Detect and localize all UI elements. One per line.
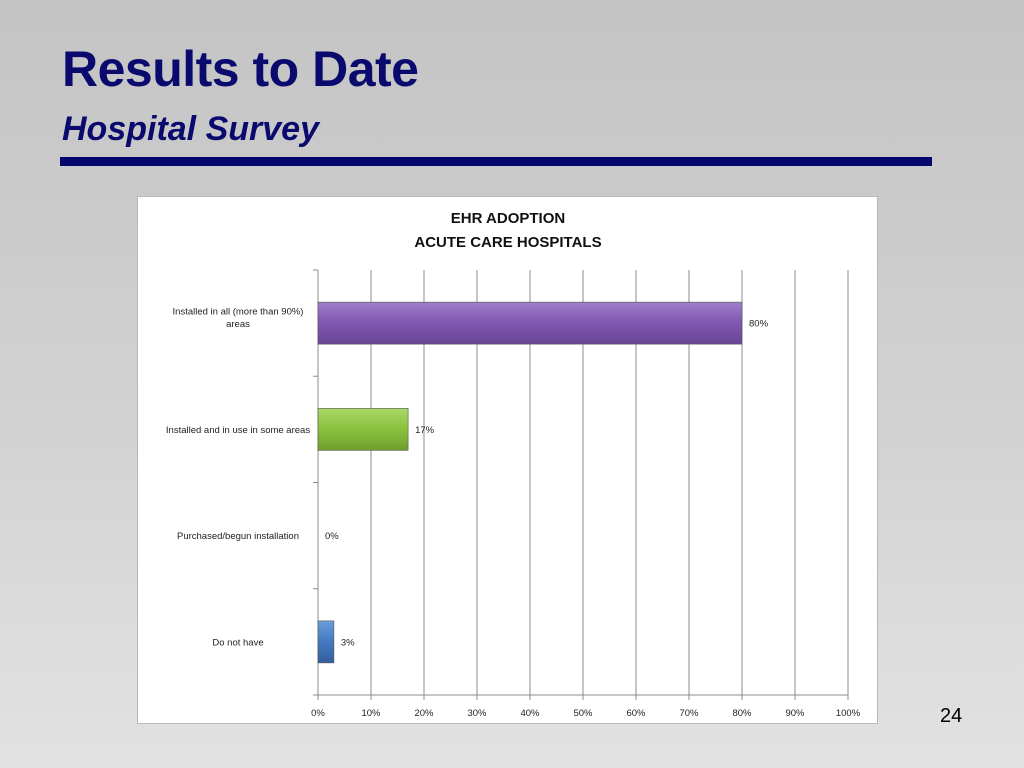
data-label: 3% bbox=[341, 637, 355, 648]
x-tick-label: 100% bbox=[836, 708, 861, 719]
x-tick-label: 30% bbox=[467, 708, 487, 719]
data-label: 17% bbox=[415, 425, 435, 436]
x-tick-label: 50% bbox=[573, 708, 593, 719]
x-tick-label: 70% bbox=[679, 708, 699, 719]
category-label: Installed in all (more than 90%) areas bbox=[173, 306, 304, 330]
data-label: 80% bbox=[749, 319, 769, 330]
slide-title: Results to Date bbox=[62, 41, 419, 97]
bar-chart: EHR ADOPTION ACUTE CARE HOSPITALS 0% 10% 2… bbox=[166, 210, 861, 719]
bars bbox=[317, 301, 743, 664]
x-tick-label: 40% bbox=[520, 708, 540, 719]
bar bbox=[317, 620, 335, 664]
x-tick-label: 0% bbox=[311, 708, 325, 719]
category-label: Installed and in use in some areas bbox=[166, 425, 310, 436]
x-tick-label: 20% bbox=[414, 708, 434, 719]
chart-title: EHR ADOPTION bbox=[451, 210, 565, 227]
category-label: Purchased/begun installation bbox=[177, 531, 299, 542]
chart-subtitle: ACUTE CARE HOSPITALS bbox=[414, 234, 601, 251]
x-tick-label: 90% bbox=[785, 708, 805, 719]
slide-subtitle: Hospital Survey bbox=[62, 110, 319, 148]
page-number: 24 bbox=[940, 705, 963, 727]
labels: 0% 10% 20% 30% 40% 50% 60% 70% 80% 90% 100% 80% Inst… bbox=[166, 306, 861, 719]
chart-panel: EHR ADOPTION ACUTE CARE HOSPITALS 0% 10% 2… bbox=[137, 196, 878, 724]
x-tick-label: 10% bbox=[361, 708, 381, 719]
title-divider bbox=[60, 157, 932, 166]
category-label: Do not have bbox=[212, 637, 263, 648]
data-label: 0% bbox=[325, 531, 339, 542]
bar bbox=[317, 408, 409, 451]
x-tick-label: 60% bbox=[626, 708, 646, 719]
bar bbox=[317, 301, 743, 345]
x-tick-label: 80% bbox=[732, 708, 752, 719]
